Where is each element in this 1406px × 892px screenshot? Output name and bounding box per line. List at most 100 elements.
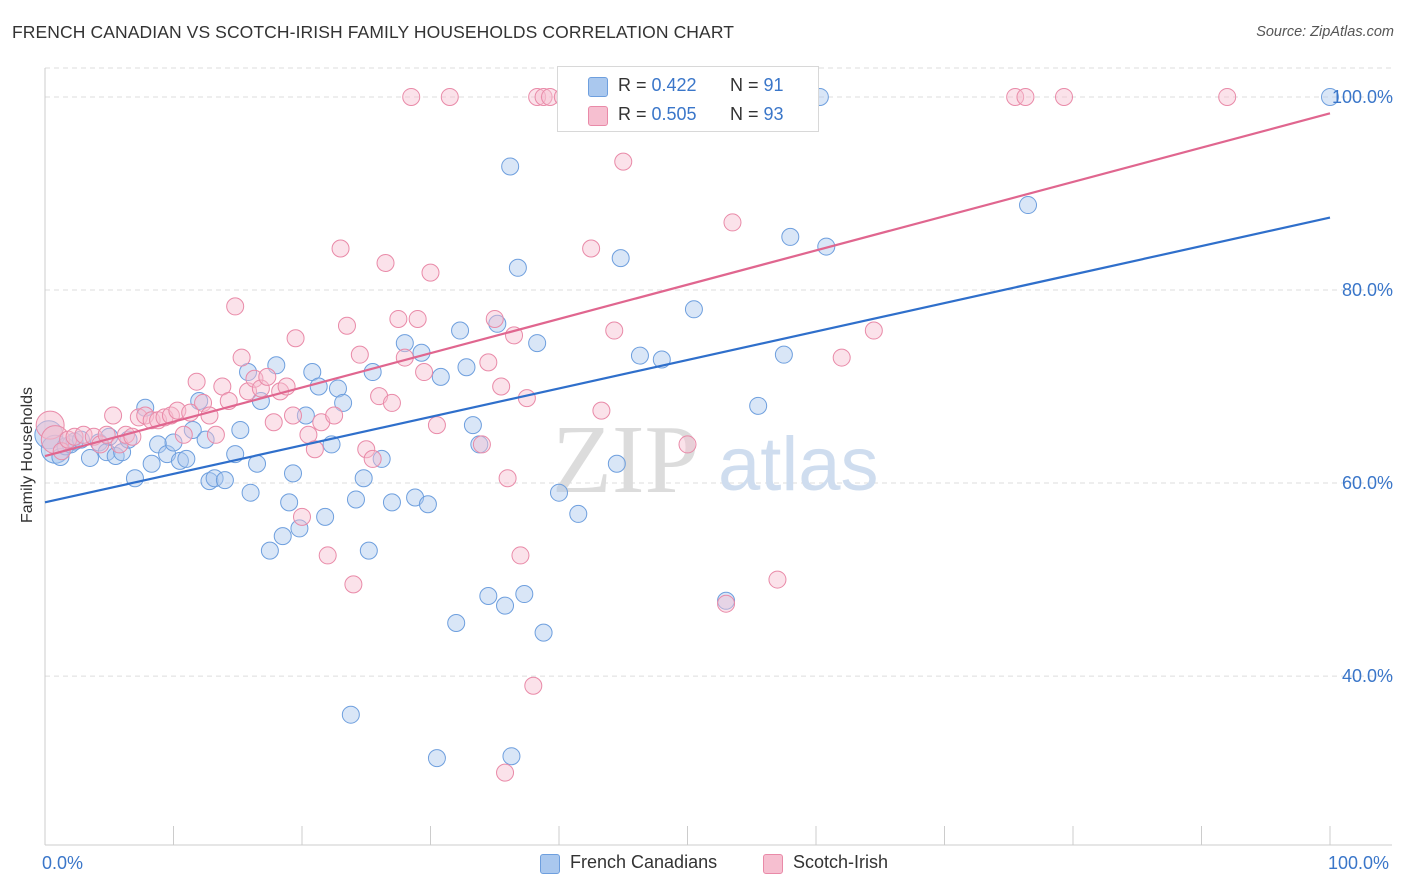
data-point (415, 363, 434, 382)
data-point (177, 449, 196, 468)
data-point (508, 258, 527, 277)
n-label: N = (730, 104, 764, 124)
n-value: 91 (763, 75, 784, 95)
data-point (501, 157, 520, 176)
data-point (611, 249, 630, 268)
data-point (492, 377, 511, 396)
data-point (251, 379, 270, 398)
data-point (427, 416, 446, 435)
data-point (170, 451, 189, 470)
source-credit: Source: ZipAtlas.com (1256, 24, 1394, 40)
data-point (1218, 87, 1237, 106)
data-point (334, 393, 353, 412)
data-point (382, 493, 401, 512)
data-point (231, 420, 250, 439)
r-value: 0.422 (651, 75, 697, 95)
data-point (350, 345, 369, 364)
data-point (479, 586, 498, 605)
data-point (457, 358, 476, 377)
data-point (684, 300, 703, 319)
y-tick-label: 40.0% (1342, 666, 1393, 686)
data-point (196, 430, 215, 449)
data-point (517, 389, 536, 408)
trend-lines (44, 112, 1331, 504)
data-point (774, 345, 793, 364)
data-point (280, 493, 299, 512)
data-point (864, 321, 883, 340)
data-point (206, 425, 225, 444)
data-point (260, 541, 279, 560)
data-point (344, 575, 363, 594)
data-point (389, 309, 408, 328)
data-point (316, 507, 335, 526)
data-point (418, 495, 437, 514)
data-point (408, 309, 427, 328)
x-tick-label-max: 100.0% (1328, 853, 1390, 873)
data-point (496, 763, 515, 782)
data-point (607, 454, 626, 473)
legend-swatch-blue (588, 77, 608, 97)
data-point (174, 425, 193, 444)
data-point (284, 464, 303, 483)
data-point (354, 469, 373, 488)
data-point (614, 152, 633, 171)
data-point (463, 416, 482, 435)
data-point (337, 316, 356, 335)
data-point (749, 396, 768, 415)
data-point (488, 314, 507, 333)
data-point (524, 676, 543, 695)
data-point (264, 413, 283, 432)
data-point (451, 321, 470, 340)
legend-swatch-pink (763, 854, 783, 874)
legend-label: Scotch-Irish (793, 852, 889, 872)
data-point (187, 372, 206, 391)
data-point (485, 309, 504, 328)
data-point (1019, 196, 1038, 215)
y-tick-labels: 40.0% 60.0% 80.0% 100.0% (1332, 87, 1393, 686)
data-point (215, 471, 234, 490)
data-point (395, 334, 414, 353)
data-point (164, 433, 183, 452)
data-point (328, 379, 347, 398)
data-point (502, 747, 521, 766)
data-point (293, 507, 311, 526)
data-point (402, 87, 421, 106)
data-point (528, 334, 547, 353)
watermark-atlas: atlas (718, 422, 879, 507)
data-point (534, 623, 553, 642)
data-point (498, 469, 517, 488)
y-tick-label: 60.0% (1342, 473, 1393, 493)
legend-swatch-pink (588, 106, 608, 126)
data-point (440, 87, 459, 106)
data-point (226, 297, 245, 316)
data-point (357, 440, 376, 459)
data-point (376, 253, 395, 272)
y-tick-label: 80.0% (1342, 280, 1393, 300)
data-point (80, 448, 99, 467)
n-value: 93 (763, 104, 784, 124)
y-tick-label: 100.0% (1332, 87, 1393, 107)
data-point (284, 406, 303, 425)
data-point (1055, 87, 1074, 106)
data-point (1006, 87, 1025, 106)
data-point (569, 504, 588, 523)
data-point (592, 401, 611, 420)
data-point (447, 614, 466, 632)
watermark: ZIP atlas (552, 406, 879, 514)
data-point (232, 348, 251, 367)
data-point (363, 449, 382, 468)
data-point (582, 239, 601, 258)
data-point (832, 348, 851, 367)
data-point (496, 596, 515, 615)
data-point (431, 367, 450, 386)
trend-line (44, 112, 1331, 458)
data-point (550, 483, 568, 502)
data-point (412, 343, 431, 362)
data-point (1016, 87, 1035, 106)
x-tick-label-min: 0.0% (42, 853, 84, 873)
r-value: 0.505 (651, 104, 697, 124)
data-point (479, 353, 498, 372)
data-point (1321, 87, 1339, 106)
data-point (359, 541, 378, 560)
data-point (183, 420, 202, 439)
